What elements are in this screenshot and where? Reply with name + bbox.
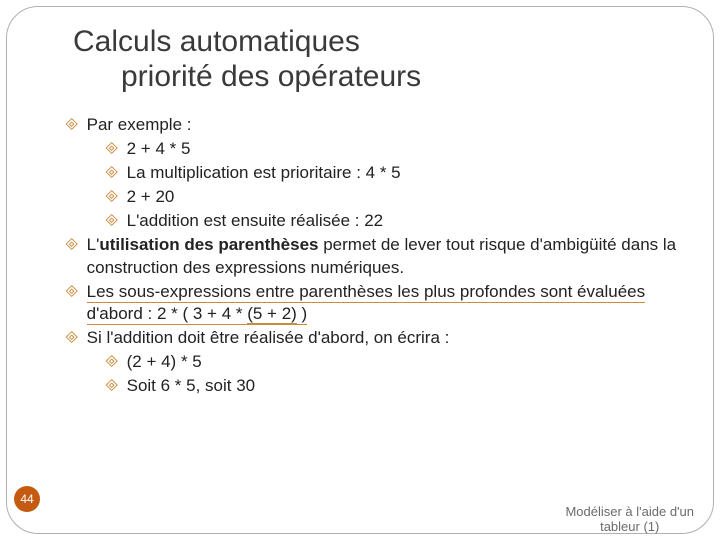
t: )	[297, 304, 307, 323]
list-item: 🞜 2 + 4 * 5	[105, 138, 685, 160]
footer-text: Modéliser à l'aide d'un tableur (1)	[565, 505, 694, 534]
slide-body: 🞜 Par exemple : 🞜 2 + 4 * 5 🞜 La multipl…	[57, 114, 685, 397]
text: (2 + 4) * 5	[127, 351, 685, 373]
list-item: 🞜 L'addition est ensuite réalisée : 22	[105, 210, 685, 232]
list-item: 🞜 (2 + 4) * 5	[105, 351, 685, 373]
text: L'utilisation des parenthèses permet de …	[87, 234, 685, 278]
list-item: 🞜 2 + 20	[105, 186, 685, 208]
footer-line-2: tableur (1)	[565, 520, 694, 534]
bullet-icon: 🞜	[105, 162, 119, 184]
text: Par exemple :	[87, 114, 685, 136]
page-number-badge: 44	[14, 486, 40, 512]
footer-line-1: Modéliser à l'aide d'un	[565, 505, 694, 519]
underlined-inner: (5 + 2)	[247, 304, 297, 324]
text: 2 + 4 * 5	[127, 138, 685, 160]
bullet-icon: 🞜	[105, 186, 119, 208]
text: L'addition est ensuite réalisée : 22	[127, 210, 685, 232]
text: Si l'addition doit être réalisée d'abord…	[87, 327, 685, 349]
bullet-icon: 🞜	[65, 327, 79, 349]
t: Les sous-expressions entre parenthèses l…	[87, 282, 646, 323]
list-item: 🞜 Si l'addition doit être réalisée d'abo…	[65, 327, 685, 349]
text: 2 + 20	[127, 186, 685, 208]
page-number: 44	[20, 492, 33, 506]
slide-title: Calculs automatiques priorité des opérat…	[73, 25, 685, 94]
text: Soit 6 * 5, soit 30	[127, 375, 685, 397]
bullet-icon: 🞜	[65, 234, 79, 256]
bold: utilisation des parenthèses	[99, 235, 318, 254]
t: L'	[87, 235, 100, 254]
underlined: Les sous-expressions entre parenthèses l…	[87, 282, 646, 325]
text: Les sous-expressions entre parenthèses l…	[87, 281, 685, 325]
title-line-1: Calculs automatiques	[73, 25, 685, 60]
text: La multiplication est prioritaire : 4 * …	[127, 162, 685, 184]
bullet-icon: 🞜	[105, 138, 119, 160]
list-item: 🞜 Les sous-expressions entre parenthèses…	[65, 281, 685, 325]
list-item: 🞜 Par exemple :	[65, 114, 685, 136]
title-line-2: priorité des opérateurs	[73, 60, 685, 95]
list-item: 🞜 Soit 6 * 5, soit 30	[105, 375, 685, 397]
bullet-icon: 🞜	[65, 114, 79, 136]
list-item: 🞜 La multiplication est prioritaire : 4 …	[105, 162, 685, 184]
slide-frame: Calculs automatiques priorité des opérat…	[6, 6, 714, 534]
bullet-icon: 🞜	[105, 375, 119, 397]
list-item: 🞜 L'utilisation des parenthèses permet d…	[65, 234, 685, 278]
bullet-icon: 🞜	[105, 210, 119, 232]
bullet-icon: 🞜	[65, 281, 79, 303]
bullet-icon: 🞜	[105, 351, 119, 373]
